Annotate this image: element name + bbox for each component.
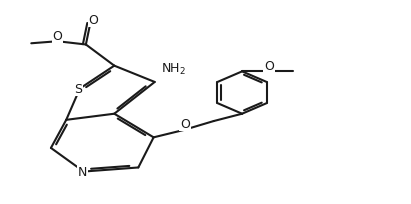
Text: O: O: [180, 118, 190, 131]
Text: O: O: [89, 14, 99, 27]
Text: S: S: [74, 82, 82, 95]
Text: O: O: [264, 60, 274, 73]
Text: O: O: [53, 30, 62, 43]
Text: N: N: [78, 166, 87, 178]
Text: NH$_2$: NH$_2$: [161, 62, 186, 77]
